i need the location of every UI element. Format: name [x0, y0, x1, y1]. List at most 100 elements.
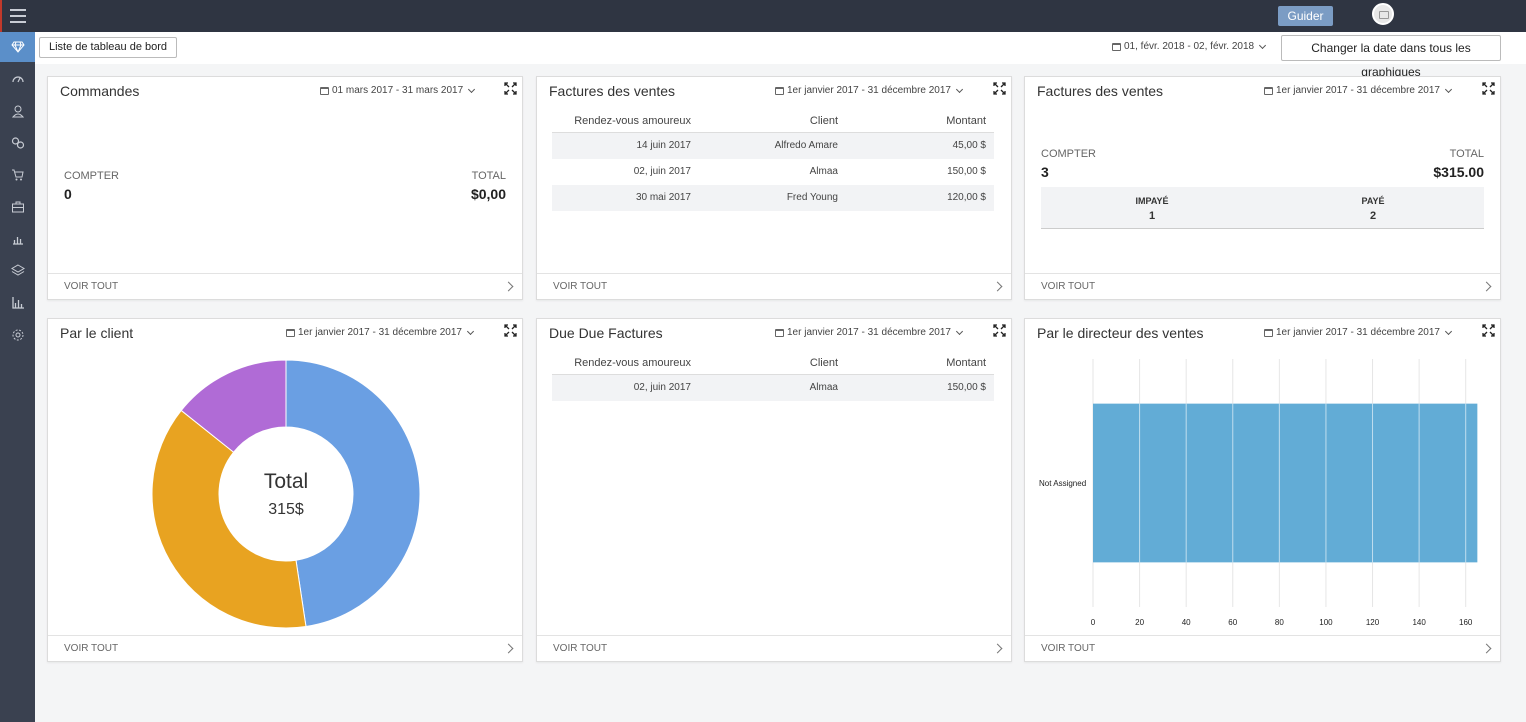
column-header-amount[interactable]: Montant — [946, 115, 986, 127]
donut-center-value: 315$ — [268, 501, 304, 518]
top-bar: Guider — [0, 0, 1526, 32]
cell-date: 02, juin 2017 — [633, 382, 691, 393]
chevron-right-icon[interactable] — [503, 643, 514, 654]
global-date-picker[interactable]: 01, févr. 2018 - 02, févr. 2018 — [1112, 41, 1267, 52]
voir-tout-link[interactable]: VOIR TOUT — [64, 281, 119, 292]
cell-date: 02, juin 2017 — [633, 166, 691, 177]
card-title: Factures des ventes — [549, 83, 676, 99]
card-date-picker[interactable]: 1er janvier 2017 - 31 décembre 2017 — [775, 327, 964, 338]
expand-icon[interactable] — [504, 324, 517, 337]
card-date-picker[interactable]: 1er janvier 2017 - 31 décembre 2017 — [1264, 85, 1453, 96]
guider-button[interactable]: Guider — [1278, 6, 1333, 26]
donut-slice[interactable] — [180, 359, 287, 453]
global-date-label: 01, févr. 2018 - 02, févr. 2018 — [1124, 41, 1255, 52]
column-header-date[interactable]: Rendez-vous amoureux — [574, 115, 691, 127]
column-header-client[interactable]: Client — [809, 115, 838, 127]
count-label: COMPTER — [64, 170, 119, 182]
card-date-picker[interactable]: 1er janvier 2017 - 31 décembre 2017 — [1264, 327, 1453, 338]
donut-center-label: Total — [264, 470, 308, 493]
table-row[interactable]: 30 mai 2017 Fred Young 120,00 $ — [552, 185, 994, 211]
card-date-picker[interactable]: 01 mars 2017 - 31 mars 2017 — [320, 85, 476, 96]
card-title: Commandes — [60, 83, 140, 99]
link-icon[interactable] — [0, 128, 35, 158]
card-date-picker[interactable]: 1er janvier 2017 - 31 décembre 2017 — [286, 327, 475, 338]
cell-client: Almaa — [809, 382, 838, 393]
card-footer: VOIR TOUT — [1025, 635, 1500, 661]
x-tick-label: 160 — [1459, 618, 1473, 627]
card-date-label: 01 mars 2017 - 31 mars 2017 — [332, 85, 464, 96]
card-footer: VOIR TOUT — [537, 273, 1011, 299]
count-label: COMPTER — [1041, 148, 1096, 160]
column-header-client[interactable]: Client — [809, 357, 838, 369]
paid-label: PAYÉ — [1361, 196, 1385, 206]
voir-tout-link[interactable]: VOIR TOUT — [553, 281, 608, 292]
chevron-down-icon — [466, 327, 475, 335]
chevron-right-icon[interactable] — [1481, 281, 1492, 292]
bar-chart: 0 20 40 60 80 100 120 140 160 Not Assigned — [1039, 359, 1478, 627]
voir-tout-link[interactable]: VOIR TOUT — [553, 643, 608, 654]
calendar-icon — [320, 86, 329, 95]
dashboard-list-button[interactable]: Liste de tableau de bord — [39, 37, 177, 58]
cell-amount: 150,00 $ — [947, 382, 986, 393]
voir-tout-link[interactable]: VOIR TOUT — [1041, 643, 1096, 654]
calendar-icon — [775, 86, 784, 95]
stats-icon[interactable] — [0, 288, 35, 318]
card-date-label: 1er janvier 2017 - 31 décembre 2017 — [787, 85, 951, 96]
chevron-right-icon[interactable] — [992, 643, 1003, 654]
expand-icon[interactable] — [1482, 324, 1495, 337]
invoice-table: Rendez-vous amoureux Client Montant 14 j… — [552, 109, 994, 211]
table-header: Rendez-vous amoureux Client Montant — [552, 109, 994, 133]
card-date-picker[interactable]: 1er janvier 2017 - 31 décembre 2017 — [775, 85, 964, 96]
x-tick-label: 100 — [1319, 618, 1333, 627]
expand-icon[interactable] — [993, 324, 1006, 337]
voir-tout-link[interactable]: VOIR TOUT — [1041, 281, 1096, 292]
briefcase-icon[interactable] — [0, 192, 35, 222]
layers-icon[interactable] — [0, 256, 35, 286]
donut-chart: Total 315$ — [151, 359, 421, 629]
total-label: TOTAL — [471, 170, 506, 182]
card-date-label: 1er janvier 2017 - 31 décembre 2017 — [787, 327, 951, 338]
card-footer: VOIR TOUT — [48, 273, 522, 299]
cart-icon[interactable] — [0, 160, 35, 190]
column-header-date[interactable]: Rendez-vous amoureux — [574, 357, 691, 369]
paid-unpaid-box: IMPAYÉ 1 PAYÉ 2 — [1041, 187, 1484, 229]
donut-slice[interactable] — [151, 409, 307, 629]
expand-icon[interactable] — [504, 82, 517, 95]
card-title: Par le client — [60, 325, 134, 341]
x-tick-label: 40 — [1182, 618, 1191, 627]
diamond-icon[interactable] — [0, 32, 35, 62]
bar-chart-icon[interactable] — [0, 224, 35, 254]
cell-date: 30 mai 2017 — [635, 192, 691, 203]
table-row[interactable]: 02, juin 2017 Almaa 150,00 $ — [552, 375, 994, 401]
x-tick-label: 140 — [1412, 618, 1426, 627]
gear-icon[interactable] — [0, 320, 35, 350]
card-title: Factures des ventes — [1037, 83, 1164, 99]
table-row[interactable]: 02, juin 2017 Almaa 150,00 $ — [552, 159, 994, 185]
change-date-button[interactable]: Changer la date dans tous les graphiques — [1281, 35, 1501, 79]
menu-icon[interactable] — [10, 9, 26, 23]
chevron-down-icon — [955, 85, 964, 93]
expand-icon[interactable] — [1482, 82, 1495, 95]
due-invoice-table: Rendez-vous amoureux Client Montant 02, … — [552, 351, 994, 401]
total-value: $315.00 — [1433, 164, 1484, 180]
speedometer-icon[interactable] — [0, 64, 35, 94]
user-icon[interactable] — [0, 96, 35, 126]
avatar[interactable] — [1372, 3, 1394, 25]
card-factures-stats: Factures des ventes 1er janvier 2017 - 3… — [1024, 76, 1501, 300]
table-row[interactable]: 14 juin 2017 Alfredo Amare 45,00 $ — [552, 133, 994, 159]
bar[interactable] — [1093, 403, 1478, 563]
chevron-right-icon[interactable] — [1481, 643, 1492, 654]
expand-icon[interactable] — [993, 82, 1006, 95]
card-footer: VOIR TOUT — [537, 635, 1011, 661]
voir-tout-link[interactable]: VOIR TOUT — [64, 643, 119, 654]
chevron-down-icon — [1444, 327, 1453, 335]
card-date-label: 1er janvier 2017 - 31 décembre 2017 — [298, 327, 462, 338]
donut-slice[interactable] — [285, 359, 421, 628]
column-header-amount[interactable]: Montant — [946, 357, 986, 369]
sidebar — [0, 32, 35, 722]
chevron-right-icon[interactable] — [992, 281, 1003, 292]
card-footer: VOIR TOUT — [1025, 273, 1500, 299]
cell-amount: 45,00 $ — [952, 140, 986, 151]
x-tick-label: 60 — [1228, 618, 1237, 627]
chevron-right-icon[interactable] — [503, 281, 514, 292]
